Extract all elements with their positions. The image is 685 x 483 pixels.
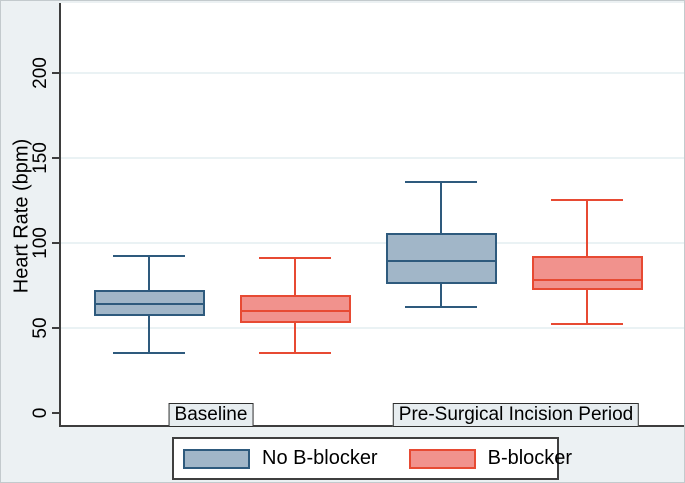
y-tick-label-50: 50 [30,317,51,339]
boxplot-no-b-blocker-1-box [385,232,497,284]
legend: No B-blocker B-blocker [172,437,572,480]
boxplot-b-blocker-1-lower-cap [551,323,623,326]
boxplot-b-blocker-0-lower-whisker [294,322,296,354]
boxplot-no-b-blocker-1-lower-whisker [440,283,442,308]
boxplot-b-blocker-0-median [241,309,349,312]
gridline-200 [61,71,684,74]
y-tick-100 [52,241,59,244]
boxplot-b-blocker-0-box [239,295,351,323]
boxplot-no-b-blocker-1-upper-cap [405,180,477,183]
boxplot-b-blocker-0-upper-cap [259,257,331,259]
gridline-50 [61,326,684,329]
boxplot-no-b-blocker-0-lower-whisker [148,315,150,354]
boxplot-b-blocker-1-median [533,279,641,282]
legend-label-b-blocker: B-blocker [487,447,573,469]
boxplot-no-b-blocker-0-lower-cap [113,352,185,355]
boxplot-no-b-blocker-0-upper-cap [113,255,185,258]
boxplot-no-b-blocker-1-median [387,260,495,263]
plot-area [59,3,684,427]
boxplot-b-blocker-0-lower-cap [259,352,331,355]
y-tick-0 [52,411,59,414]
y-tick-150 [52,156,59,159]
x-group-label-baseline: Baseline [168,403,254,427]
legend-swatch-b-blocker [408,448,476,469]
boxplot-b-blocker-0-upper-whisker [294,258,296,296]
boxplot-no-b-blocker-1-upper-whisker [440,181,442,233]
y-tick-50 [52,326,59,329]
legend-swatch-no-b-blocker [183,448,250,469]
boxplot-b-blocker-1-upper-cap [551,199,623,202]
y-tick-label-0: 0 [30,407,51,418]
legend-label-no-b-blocker: No B-blocker [262,447,378,469]
boxplot-b-blocker-1-upper-whisker [586,200,588,257]
boxplot-no-b-blocker-0-upper-whisker [148,256,150,291]
x-group-label-pre-surgical: Pre-Surgical Incision Period [392,403,640,427]
y-tick-200 [52,71,59,74]
boxplot-b-blocker-1-lower-whisker [586,290,588,325]
boxplot-b-blocker-1-box [531,256,643,291]
y-axis-title: Heart Rate (bpm) [10,138,33,294]
y-tick-label-200: 200 [30,56,51,89]
gridline-100 [61,241,684,244]
boxplot-no-b-blocker-0-median [95,302,203,305]
boxplot-no-b-blocker-1-lower-cap [405,306,477,309]
gridline-150 [61,156,684,159]
